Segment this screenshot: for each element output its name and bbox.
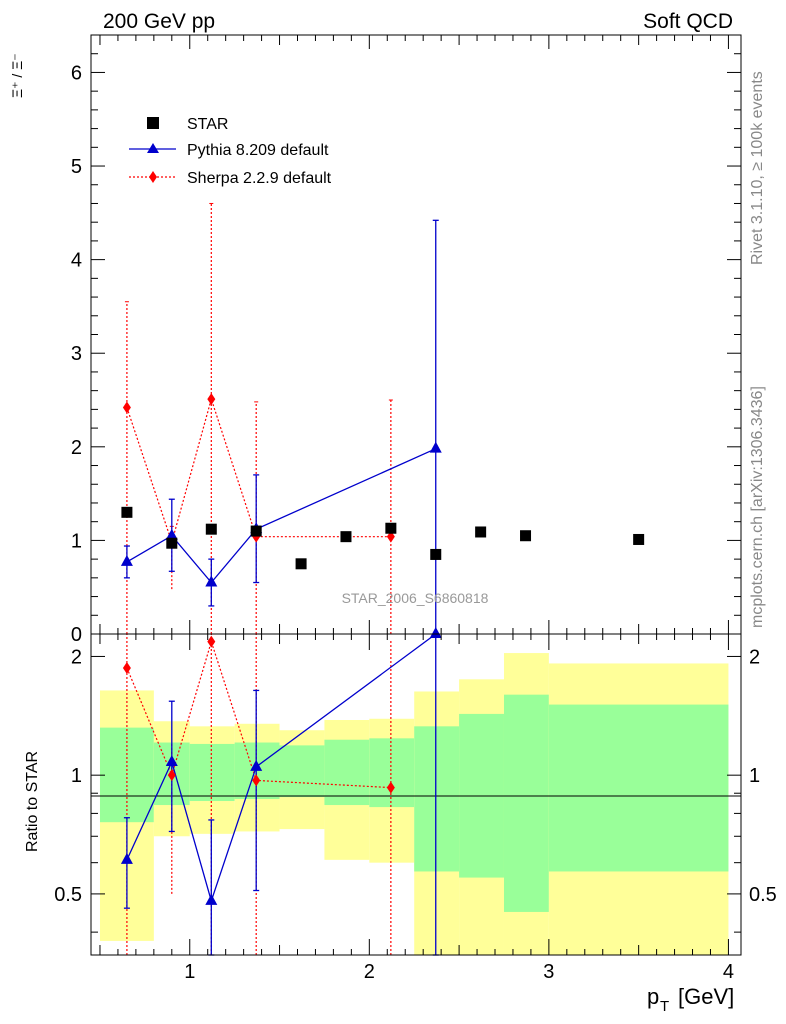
ratio-y-tick-label-right: 0.5 [749,884,777,906]
ratio-y-tick-label-right: 2 [749,646,760,668]
ratio-band-inner [369,738,415,808]
main-plot: 0 1 2 3 4 5 6 [71,34,742,646]
x-tick-label: 3 [543,961,554,983]
main-y-tick-label: 1 [71,530,82,552]
sherpa-line [126,396,391,545]
ratio-pythia-point [165,754,178,766]
pythia-point [165,528,178,540]
legend-sherpa-marker [149,171,157,183]
side-label-mcplots: mcplots.cern.ch [arXiv:1306.3436] [749,386,766,628]
ratio-y-tick-label: 0.5 [54,884,82,906]
pythia-point [120,554,133,566]
x-axis-label-p: p [647,984,659,1009]
x-tick-label: 1 [184,961,195,983]
star-point [250,525,262,537]
ratio-pythia-point [120,852,133,864]
header-right: Soft QCD [643,10,733,33]
ratio-y-tick-label: 1 [71,765,82,787]
main-y-label: Ξ⁺ / Ξ⁻ [9,53,25,98]
pythia-point [429,441,442,453]
ratio-sherpa-point [167,769,176,782]
ratio-y-label-text: Ratio to STAR [24,751,41,852]
ratio-band-inner [503,694,549,912]
ratio-band-inner [279,745,325,798]
legend-pythia-marker [147,143,159,153]
star-point [633,533,645,545]
legend: STAR Pythia 8.209 default Sherpa 2.2.9 d… [129,116,332,187]
legend-star-marker [147,117,159,129]
ratio-pythia-point [205,893,218,905]
x-axis-label-sub: T [660,998,669,1015]
legend-sherpa-label: Sherpa 2.2.9 default [187,170,332,187]
side-label-rivet: Rivet 3.1.10, ≥ 100k events [749,71,766,265]
sherpa-point [207,393,216,406]
x-tick-label: 2 [364,961,375,983]
star-point [295,558,307,570]
ratio-band-inner [324,739,370,806]
pythia-point [205,575,218,587]
pythia-line [126,448,437,584]
ratio-y-label: Ratio to STAR [24,751,41,852]
star-point [340,531,352,543]
x-tick-label: 4 [723,961,734,983]
sherpa-point [122,401,131,414]
ratio-pythia-point [429,627,442,638]
star-point [430,548,442,560]
ratio-plot: 0.5 0.5 1 1 2 2 1 2 3 4 [54,627,777,983]
main-y-tick-label: 2 [71,437,82,459]
ratio-sherpa-point [252,774,261,787]
ratio-sherpa-point [122,661,131,674]
main-y-tick-label: 5 [71,156,82,178]
star-point [205,523,217,535]
main-y-tick-label: 3 [71,343,82,365]
ratio-sherpa-point [386,781,395,794]
ratio-y-tick-label: 2 [71,646,82,668]
star-point [475,526,487,538]
header-left: 200 GeV pp [103,10,215,33]
ratio-band-inner [189,743,235,802]
legend-pythia-label: Pythia 8.209 default [187,142,329,159]
star-point [385,522,397,534]
ratio-plot-frame [90,633,742,956]
main-y-tick-label: 6 [71,62,82,84]
legend-star-label: STAR [187,116,228,133]
ratio-band-inner [548,704,729,872]
main-y-tick-label: 4 [71,250,82,272]
ratio-y-tick-label-right: 1 [749,765,760,787]
watermark: STAR_2006_S6860818 [342,590,489,606]
main-y-label-text: Ξ⁺ / Ξ⁻ [9,53,25,98]
ratio-sherpa-line [126,639,391,789]
ratio-band-inner [414,726,460,872]
star-point [121,506,133,518]
star-point [166,537,178,549]
main-y-tick-label: 0 [71,624,82,646]
ratio-pythia-point [250,759,263,771]
star-point [520,530,532,542]
x-axis-label-unit: [GeV] [678,984,734,1009]
x-axis-label: p T [GeV] [647,984,734,1015]
ratio-sherpa-point [207,635,216,648]
